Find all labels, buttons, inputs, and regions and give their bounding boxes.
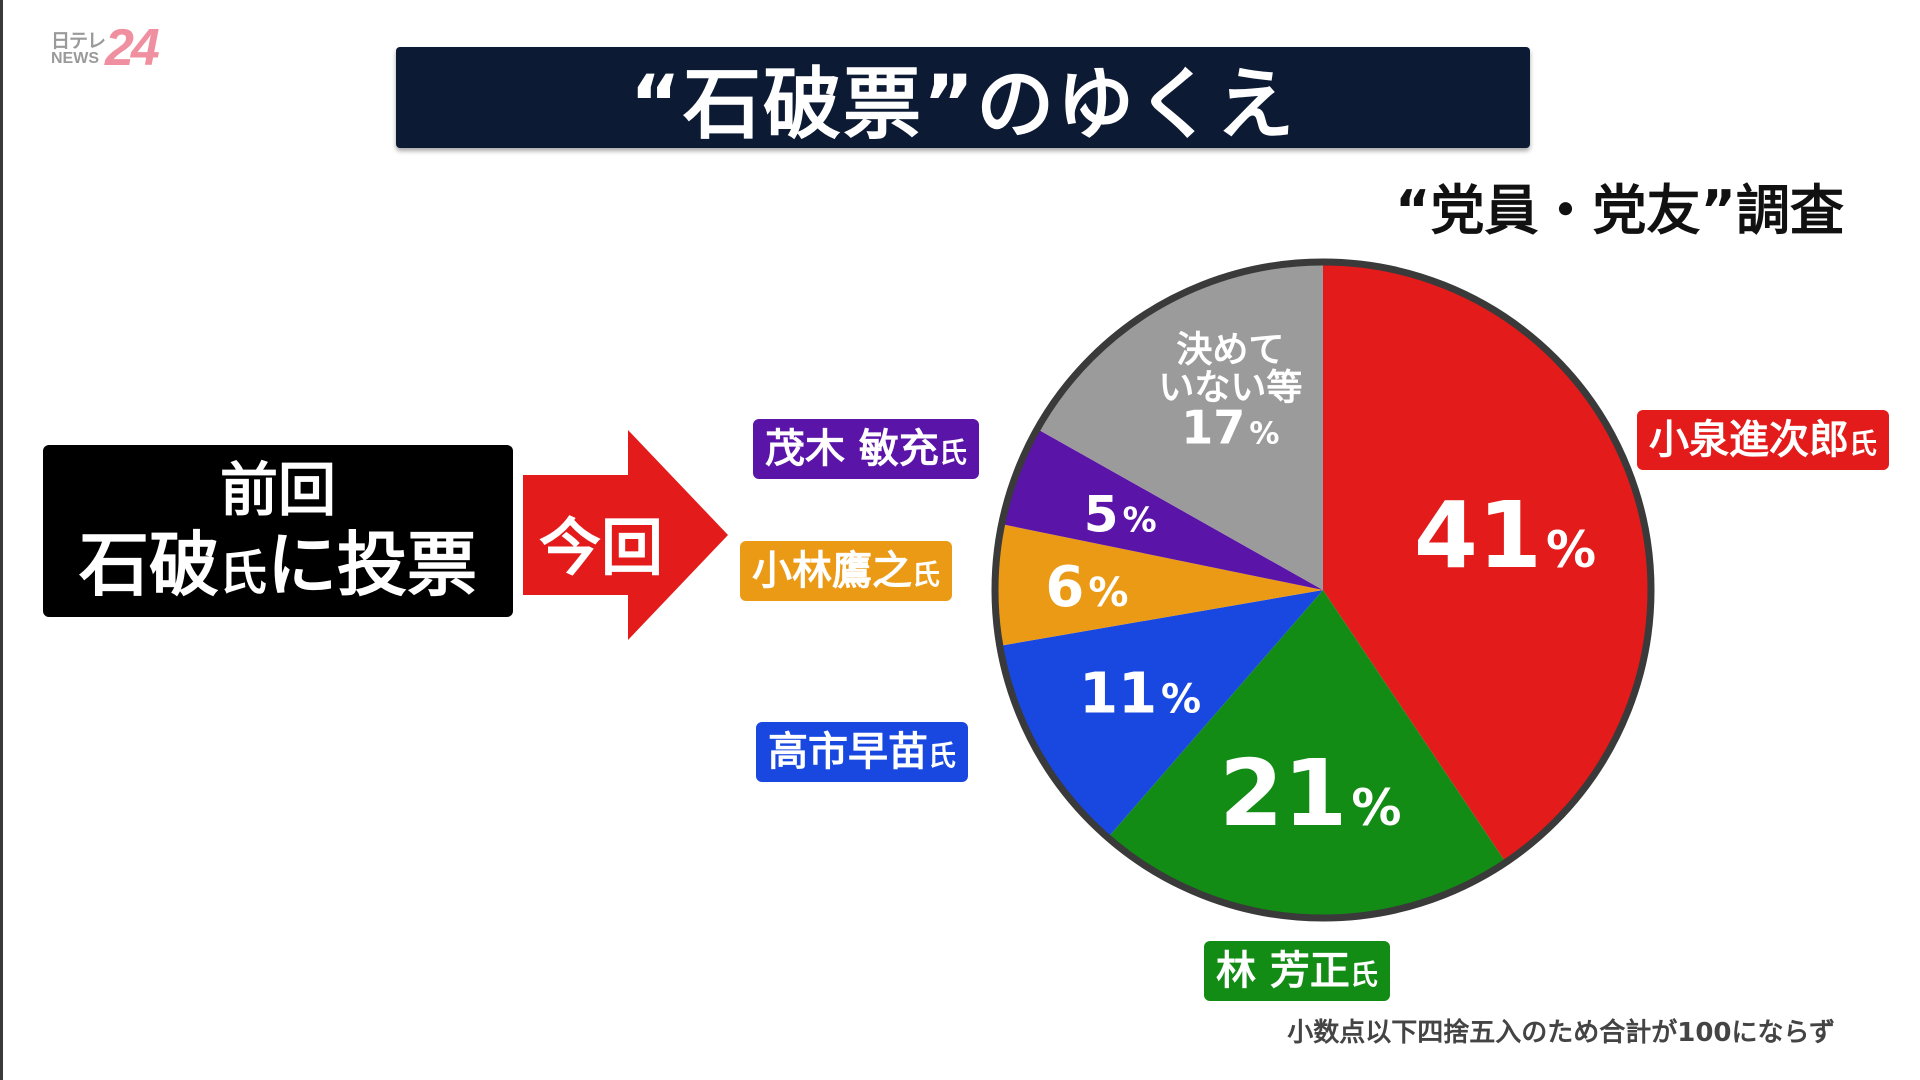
pie-value-label-hayashi: 21% xyxy=(1219,740,1401,847)
legend-name-kobayashi: 小林鷹之 xyxy=(752,548,912,594)
legend-suffix-hayashi: 氏 xyxy=(1349,958,1378,991)
logo-number: 24 xyxy=(105,19,160,77)
pie-value-label-koizumi: 41% xyxy=(1414,482,1596,589)
previous-vote-text: に投票 xyxy=(267,524,477,606)
previous-label: 前回 xyxy=(219,456,336,524)
footnote: 小数点以下四捨五入のため合計が100にならず xyxy=(1287,1018,1835,1048)
legend-label-kobayashi: 小林鷹之氏 xyxy=(740,541,953,601)
pie-slice-motegi xyxy=(1001,428,1323,590)
previous-vote-suffix: 氏 xyxy=(218,545,267,601)
legend-name-koizumi: 小泉進次郎 xyxy=(1649,417,1849,463)
pie-slices xyxy=(995,262,1651,918)
pie-inner-label-undecided-1: いない等 xyxy=(1158,367,1302,408)
legend-name-motegi: 茂木 敏充 xyxy=(765,426,939,472)
arrow-shape xyxy=(523,430,728,640)
legend-label-motegi: 茂木 敏充氏 xyxy=(753,419,979,479)
pie-slice-koizumi xyxy=(1323,262,1651,863)
logo-top-text: 日テレ xyxy=(51,30,106,52)
previous-vote-name: 石破 xyxy=(78,524,219,606)
legend-name-hayashi: 林 芳正 xyxy=(1216,948,1350,994)
legend-suffix-motegi: 氏 xyxy=(938,436,967,469)
previous-vote-label: 石破氏に投票 xyxy=(43,527,513,604)
legend-suffix-takaichi: 氏 xyxy=(928,739,957,772)
chart-title: “石破票”のゆくえ xyxy=(629,59,1297,150)
pie-value-label-motegi: 5% xyxy=(1084,486,1157,544)
pie-slice-takaichi xyxy=(999,590,1323,838)
legend-label-koizumi: 小泉進次郎氏 xyxy=(1637,410,1890,470)
legend-label-hayashi: 林 芳正氏 xyxy=(1204,941,1390,1001)
pie-outline xyxy=(991,258,1655,922)
pie-chart: 41% 21% 11% 6% 5% 決めて いない等 17% xyxy=(988,255,1658,925)
title-banner: “石破票”のゆくえ xyxy=(396,47,1530,150)
pie-value-label-takaichi: 11% xyxy=(1079,662,1201,727)
arrow-right-icon xyxy=(523,430,728,640)
legend-name-takaichi: 高市早苗 xyxy=(768,729,928,775)
pie-value-label-kobayashi: 6% xyxy=(1045,555,1128,620)
pie-value-label-undecided: 17% xyxy=(1181,400,1279,454)
logo-bottom-text: NEWS xyxy=(51,50,99,67)
chart-subtitle: “党員・党友”調査 xyxy=(1395,179,1844,242)
pie-inner-label-undecided-0: 決めて xyxy=(1176,329,1284,370)
legend-label-takaichi: 高市早苗氏 xyxy=(756,722,969,782)
pie-slice-hayashi xyxy=(1107,590,1506,918)
legend-suffix-koizumi: 氏 xyxy=(1849,427,1878,460)
legend-suffix-kobayashi: 氏 xyxy=(912,558,941,591)
current-label: 今回 xyxy=(539,511,664,584)
pie-slice-kobayashi xyxy=(995,524,1323,646)
previous-vote-box: 前回 石破氏に投票 xyxy=(43,445,513,617)
news-logo: 日テレ NEWS 24 xyxy=(47,20,177,80)
